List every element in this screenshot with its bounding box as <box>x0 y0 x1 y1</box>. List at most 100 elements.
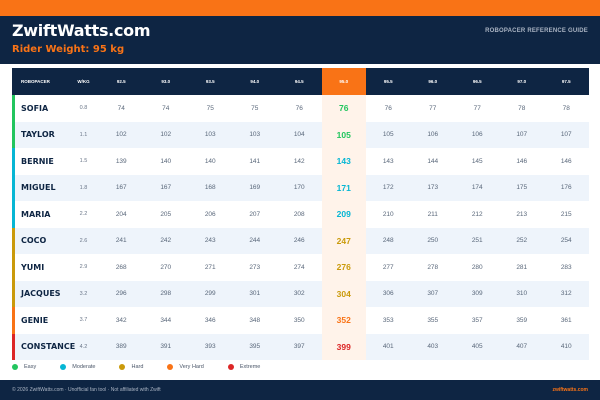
legend-label: Moderate <box>72 364 96 370</box>
watts-cell: 344 <box>160 316 172 324</box>
robopacer-name: BERNIE <box>21 156 54 166</box>
watts-cell: 76 <box>384 104 392 112</box>
watts-cell: 213 <box>516 210 528 218</box>
watts-cell: 410 <box>560 343 572 351</box>
top-accent-bar <box>0 0 600 16</box>
highlighted-watts-cell: 399 <box>321 333 366 360</box>
watts-cell: 251 <box>471 237 483 245</box>
column-header-weight: 96.5 <box>472 79 482 84</box>
watts-cell: 77 <box>473 104 481 112</box>
watts-cell: 102 <box>160 131 172 139</box>
watts-cell: 75 <box>251 104 259 112</box>
watts-cell: 357 <box>471 316 483 324</box>
watts-cell: 78 <box>518 104 526 112</box>
watts-cell: 102 <box>115 131 127 139</box>
watts-cell: 342 <box>115 316 127 324</box>
watts-cell: 74 <box>117 104 125 112</box>
robopacer-name: MIGUEL <box>21 183 56 193</box>
page-header: ZwiftWatts.com Rider Weight: 95 kg ROBOP… <box>0 16 600 64</box>
legend-label: Extreme <box>239 364 261 370</box>
wkg-value: 1.8 <box>79 184 88 191</box>
watts-cell: 268 <box>115 263 127 271</box>
page-footer: © 2026 ZwiftWatts.com · Unofficial fan t… <box>0 380 600 400</box>
difficulty-color-bar <box>12 174 15 201</box>
footer-site-link[interactable]: zwiftwatts.com <box>552 387 588 393</box>
watts-cell: 298 <box>160 290 172 298</box>
difficulty-color-bar <box>12 280 15 307</box>
watts-cell: 210 <box>382 210 394 218</box>
watts-cell: 204 <box>115 210 127 218</box>
column-header-weight: 93.5 <box>205 79 215 84</box>
watts-cell: 107 <box>560 131 572 139</box>
watts-cell: 176 <box>560 184 572 192</box>
legend-item: Very Hard <box>167 364 204 370</box>
table-row: BERNIE 1.5 139 140 140 141 142 143 143 144 145 146 1… <box>12 148 589 175</box>
column-header-weight: 94.0 <box>250 79 260 84</box>
watts-cell: 140 <box>204 157 216 165</box>
legend-label: Hard <box>131 364 144 370</box>
highlighted-watts-cell: 209 <box>321 201 366 228</box>
watts-cell: 301 <box>249 290 261 298</box>
reference-guide-title: ROBOPACER REFERENCE GUIDE <box>485 28 588 34</box>
robopacer-name: COCO <box>21 236 47 246</box>
robopacer-name: YUMI <box>21 262 45 272</box>
legend-label: Very Hard <box>179 364 204 370</box>
watts-cell: 248 <box>382 237 394 245</box>
watts-cell: 310 <box>516 290 528 298</box>
table-row: GENIE 3.7 342 344 346 348 350 352 353 355 357 359 36… <box>12 307 589 334</box>
rider-weight-label: Rider Weight: 95 kg <box>12 44 125 55</box>
watts-cell: 104 <box>293 131 305 139</box>
difficulty-color-bar <box>12 254 15 281</box>
watts-cell: 403 <box>427 343 439 351</box>
watts-cell: 175 <box>516 184 528 192</box>
watts-cell: 391 <box>160 343 172 351</box>
highlighted-watts-cell: 143 <box>321 148 366 175</box>
highlighted-watts-cell: 352 <box>321 307 366 334</box>
watts-cell: 146 <box>560 157 572 165</box>
wkg-value: 0.8 <box>79 105 88 112</box>
robopacer-name: SOFIA <box>21 103 49 113</box>
watts-cell: 170 <box>293 184 305 192</box>
watts-cell: 280 <box>471 263 483 271</box>
legend-dot-icon <box>167 364 174 370</box>
legend-item: Extreme <box>227 364 261 370</box>
column-header-weight: 95.5 <box>383 79 393 84</box>
site-logo[interactable]: ZwiftWatts.com <box>12 21 151 40</box>
highlighted-watts-cell: 247 <box>321 227 366 254</box>
watts-cell: 407 <box>516 343 528 351</box>
difficulty-color-bar <box>12 201 15 228</box>
watts-cell: 173 <box>427 184 439 192</box>
watts-cell: 174 <box>471 184 483 192</box>
difficulty-legend: Easy Moderate Hard Very Hard Extreme <box>12 364 284 370</box>
difficulty-color-bar <box>12 227 15 254</box>
highlighted-watts-cell: 171 <box>321 174 366 201</box>
watts-cell: 306 <box>382 290 394 298</box>
watts-cell: 141 <box>249 157 261 165</box>
column-header-weight: 93.0 <box>161 79 171 84</box>
highlighted-watts-cell: 276 <box>321 254 366 281</box>
table-body: SOFIA 0.8 74 74 75 75 76 76 76 77 77 78 78 TAYLOR 1.1 1… <box>12 95 589 360</box>
watts-cell: 254 <box>560 237 572 245</box>
watts-cell: 355 <box>427 316 439 324</box>
watts-cell: 146 <box>516 157 528 165</box>
watts-cell: 107 <box>516 131 528 139</box>
watts-cell: 106 <box>427 131 439 139</box>
watts-cell: 250 <box>427 237 439 245</box>
legend-dot-icon <box>12 364 18 370</box>
watts-cell: 169 <box>249 184 261 192</box>
watts-cell: 76 <box>295 104 303 112</box>
table-row: COCO 2.6 241 242 243 244 246 247 248 250 251 252 254 <box>12 227 589 254</box>
watts-cell: 167 <box>160 184 172 192</box>
watts-cell: 74 <box>162 104 170 112</box>
watts-cell: 348 <box>249 316 261 324</box>
watts-cell: 144 <box>427 157 439 165</box>
watts-cell: 283 <box>560 263 572 271</box>
wkg-value: 3.7 <box>79 317 88 324</box>
wkg-value: 4.2 <box>79 343 88 350</box>
watts-cell: 172 <box>382 184 394 192</box>
watts-cell: 277 <box>382 263 394 271</box>
wkg-value: 2.2 <box>79 211 88 218</box>
watts-cell: 299 <box>204 290 216 298</box>
difficulty-color-bar <box>12 333 15 360</box>
watts-cell: 215 <box>560 210 572 218</box>
